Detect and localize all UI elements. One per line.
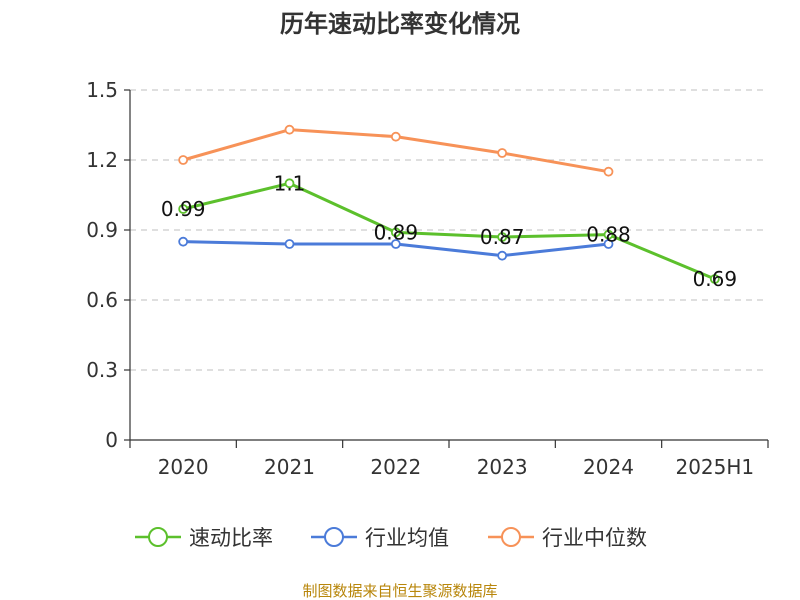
data-point	[497, 232, 508, 242]
data-label: 0.89	[374, 220, 419, 244]
series-2	[178, 124, 614, 177]
data-labels: 0.99 1.1 0.89 0.87 0.88 0.69	[161, 171, 737, 291]
x-tick-label: 2023	[477, 455, 528, 479]
data-label: 1.1	[274, 171, 306, 195]
series-layer	[178, 124, 720, 284]
data-point	[178, 155, 189, 165]
data-point	[709, 274, 720, 284]
legend-label: 行业中位数	[542, 526, 647, 550]
data-point	[284, 178, 295, 189]
x-tick-label: 2024	[583, 455, 634, 479]
data-point	[284, 239, 295, 249]
data-point	[603, 166, 614, 177]
legend-marker	[324, 527, 344, 547]
legend-marker	[501, 527, 521, 547]
series-1	[178, 236, 614, 261]
y-tick-label: 0.9	[86, 218, 118, 242]
legend-item[interactable]: 速动比率	[135, 526, 273, 550]
data-label: 0.69	[693, 267, 738, 291]
legend-label: 行业均值	[365, 526, 449, 550]
y-tick-label: 1.5	[86, 78, 118, 102]
x-tick-label: 2020	[158, 455, 209, 479]
x-tick-label: 2021	[264, 455, 315, 479]
data-point	[603, 229, 614, 240]
data-point	[284, 124, 295, 135]
source-note: 制图数据来自恒生聚源数据库	[302, 582, 497, 600]
axes: 0 0.3 0.6 0.9 1.2 1.5 2020 2021 2022 2023 2024 2025…	[86, 78, 769, 479]
series-0	[178, 178, 720, 284]
legend-item[interactable]: 行业中位数	[488, 526, 647, 550]
y-tick-label: 0.6	[86, 288, 118, 312]
x-tick-label: 2022	[370, 455, 421, 479]
data-label: 0.99	[161, 197, 206, 221]
data-point	[497, 148, 508, 158]
x-tick-label: 2025H1	[675, 455, 754, 479]
data-point	[390, 239, 401, 249]
data-label: 0.87	[480, 225, 525, 249]
data-point	[178, 204, 189, 214]
legend-item[interactable]: 行业均值	[311, 526, 449, 550]
chart-title: 历年速动比率变化情况	[280, 10, 520, 38]
y-tick-label: 1.2	[86, 148, 118, 172]
data-point	[178, 236, 189, 247]
legend-label: 速动比率	[189, 526, 273, 550]
data-point	[390, 227, 401, 238]
data-point	[390, 131, 401, 142]
data-point	[497, 250, 508, 261]
grid-lines	[130, 89, 768, 371]
y-tick-label: 0	[105, 428, 118, 452]
legend[interactable]: 速动比率 行业均值 行业中位数	[135, 526, 647, 550]
data-label: 0.88	[586, 223, 631, 247]
y-tick-label: 0.3	[86, 358, 118, 382]
series-line	[182, 181, 716, 281]
data-point	[603, 239, 614, 249]
legend-marker	[148, 527, 168, 547]
